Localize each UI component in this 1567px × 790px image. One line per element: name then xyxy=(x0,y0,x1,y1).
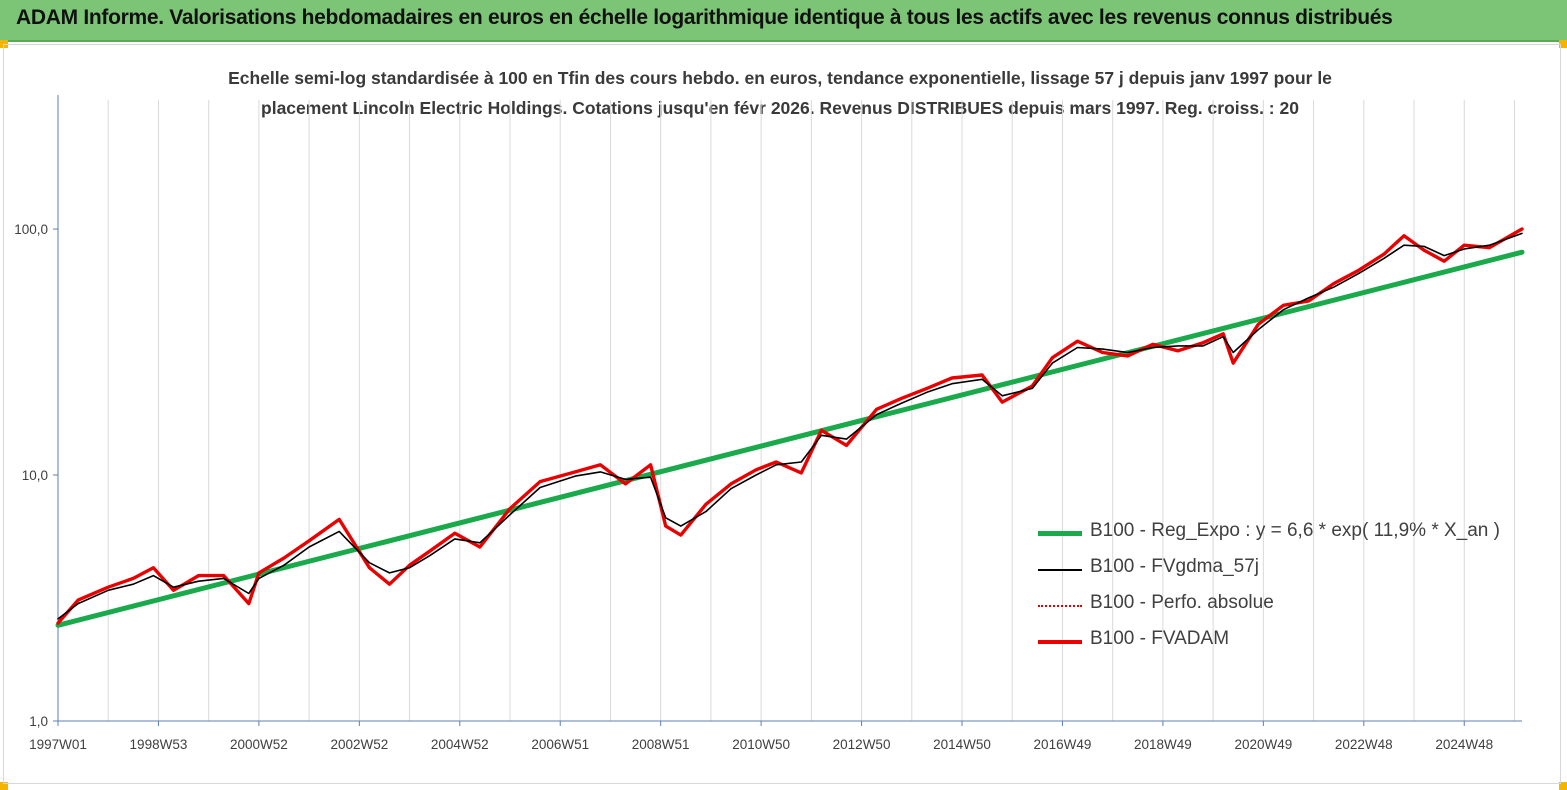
y-tick-label: 10,0 xyxy=(22,468,48,483)
legend-swatch-green xyxy=(1038,531,1082,536)
legend-swatch-red xyxy=(1038,640,1082,644)
chart-title-line-1: Echelle semi-log standardisée à 100 en T… xyxy=(228,68,1332,88)
x-tick-label: 2020W49 xyxy=(1234,737,1292,752)
x-tick-label: 2024W48 xyxy=(1435,737,1493,752)
x-tick-label: 2000W52 xyxy=(230,737,288,752)
corner-marker xyxy=(1559,782,1567,790)
x-tick-label: 2010W50 xyxy=(732,737,790,752)
series-line-perfo xyxy=(57,228,1523,624)
legend-label: B100 - Perfo. absolue xyxy=(1090,592,1274,613)
legend-label: B100 - FVADAM xyxy=(1090,628,1230,649)
y-tick-label: 100,0 xyxy=(14,222,48,237)
chart-frame xyxy=(3,44,1561,784)
legend-label: B100 - FVgdma_57j xyxy=(1090,556,1259,577)
corner-marker xyxy=(0,782,8,790)
x-tick-label: 2004W52 xyxy=(431,737,489,752)
legend-swatch-red-dotted xyxy=(1038,605,1082,607)
x-tick-label: 2006W51 xyxy=(531,737,589,752)
legend-swatch-black xyxy=(1038,569,1082,571)
series-line-fvadam xyxy=(56,227,1524,625)
report-banner: ADAM Informe. Valorisations hebdomadaire… xyxy=(0,0,1567,42)
x-tick-label: 2018W49 xyxy=(1134,737,1192,752)
x-tick-label: 1997W01 xyxy=(29,737,87,752)
x-tick-label: 2012W50 xyxy=(833,737,891,752)
x-tick-label: 2014W50 xyxy=(933,737,991,752)
y-tick-label: 1,0 xyxy=(29,714,48,729)
series-line-fvgdma xyxy=(57,232,1523,620)
report-title: ADAM Informe. Valorisations hebdomadaire… xyxy=(16,6,1393,29)
chart-title-line-2: placement Lincoln Electric Holdings. Cot… xyxy=(261,98,1299,118)
corner-marker xyxy=(1559,40,1567,48)
x-tick-label: 1998W53 xyxy=(130,737,188,752)
legend-label: B100 - Reg_Expo : y = 6,6 * exp( 11,9% *… xyxy=(1090,520,1500,541)
x-tick-label: 2002W52 xyxy=(330,737,388,752)
x-tick-label: 2008W51 xyxy=(632,737,690,752)
x-tick-label: 2016W49 xyxy=(1034,737,1092,752)
x-tick-label: 2022W48 xyxy=(1335,737,1393,752)
